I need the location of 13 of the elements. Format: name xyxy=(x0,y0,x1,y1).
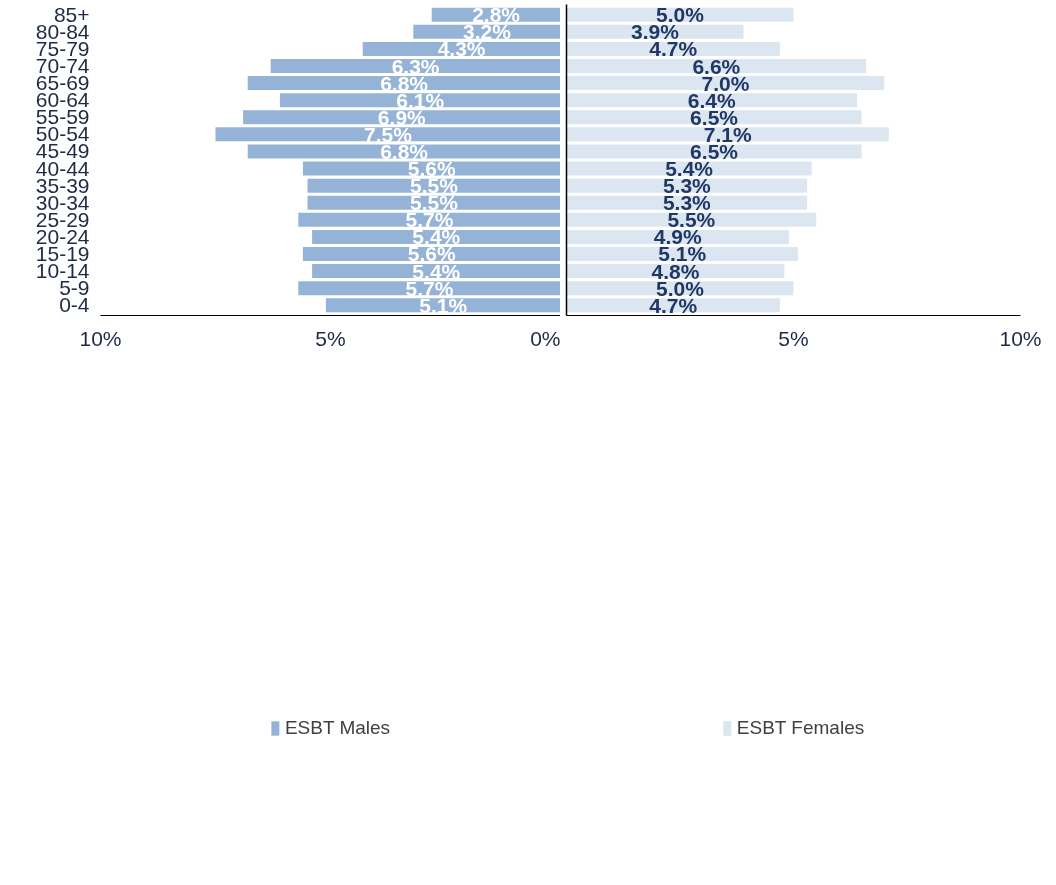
bar xyxy=(566,76,885,91)
x-tick-label: 0% xyxy=(530,326,561,350)
legend-label: ESBT Females xyxy=(736,716,865,739)
legend-label: ESBT Males xyxy=(284,716,391,739)
bar xyxy=(566,144,862,159)
x-tick-label: 5% xyxy=(778,326,809,350)
x-tick-label: 5% xyxy=(315,326,346,350)
bar xyxy=(566,93,858,108)
x-tick-label: 10% xyxy=(999,326,1042,350)
x-tick-label: 10% xyxy=(79,326,122,350)
bar xyxy=(566,127,889,142)
bar xyxy=(566,110,862,125)
bar xyxy=(566,59,867,74)
